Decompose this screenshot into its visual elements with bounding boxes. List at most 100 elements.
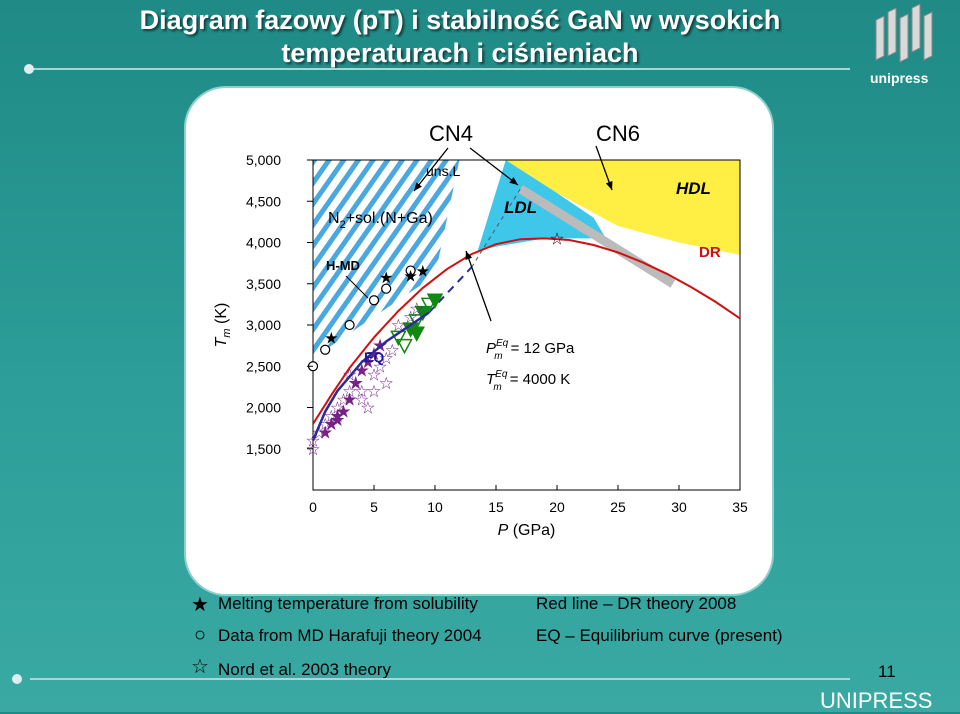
purple-star-point: ★ [323,414,339,434]
pm-eq-annotation: PEq m = 12 GPa [486,338,575,362]
green-triangle-point [420,297,438,313]
open-circle-point [320,344,331,355]
open-star-point: ☆ [360,399,375,418]
top-divider [30,68,850,70]
open-star-icon: ☆ [191,656,209,678]
purple-star-point: ★ [329,406,345,426]
open-star-point: ☆ [372,357,387,376]
open-star-point: ☆ [409,300,424,319]
y-tick-label: 3,000 [246,317,281,333]
filled-star-point: ★ [403,269,417,286]
open-star-point: ☆ [379,349,394,368]
green-triangle-point [390,330,407,346]
filled-star-point: ★ [416,264,430,281]
open-star-point: ☆ [379,374,394,393]
y-tick-label: 5,000 [246,152,281,168]
cn4-arrow-head [414,182,422,191]
open-circle-point [368,295,380,306]
h-md-label: H-MD [326,258,360,273]
cn6-arrow-head [605,181,613,190]
chart-panel: ★ ★ ★ ★ ★ ★ ★ ★ ★ ★ ★ ☆ ☆ ☆ ☆ ☆ ☆ ☆ ☆ ☆ ☆ ☆ ☆ ☆ ☆ ☆ ☆ ☆ ☆ ☆ ☆ ☆ ☆ ☆ ★ ★ ★ ★ 0 5… [186,88,772,594]
open-circle-point [344,319,355,331]
green-triangle-point [408,314,425,330]
x-tick-label: 15 [488,499,504,515]
open-star-point: ☆ [366,366,381,385]
logo-text: unipress [870,70,929,86]
purple-star-point: ★ [317,422,333,442]
open-star-point: ☆ [305,432,320,451]
y-tick-label: 2,000 [246,400,281,416]
x-tick-label: 5 [370,499,378,515]
purple-star-point: ★ [335,402,351,422]
y-tick-label: 2,500 [246,358,281,374]
purple-star-point: ★ [360,352,376,372]
x-tick-label: 35 [732,499,748,515]
open-star-point: ☆ [330,399,345,418]
x-axis-label: P (GPa) [498,522,556,539]
purple-star-point: ★ [342,389,358,409]
legend: ★ Melting temperature from solubility ○ … [186,588,836,680]
y-tick-label: 3,500 [246,276,281,292]
green-triangle-point [408,326,425,342]
green-triangle-point [396,338,413,355]
dr-label: DR [699,244,721,261]
open-circle-icon: ○ [193,624,207,646]
legend-item-nord: Nord et al. 2003 theory [218,660,391,679]
open-star-point: ☆ [354,390,369,409]
legend-item-solubility: Melting temperature from solubility [218,594,478,613]
open-star-point: ☆ [324,407,339,426]
footer-brand: UNIPRESS [820,688,933,713]
legend-item-red-line: Red line – DR theory 2008 [536,594,737,613]
x-tick-label: 0 [309,499,317,515]
hatched-region [313,160,460,358]
hdl-region [505,160,740,255]
filled-star-icon: ★ [191,594,209,616]
open-star-point: ☆ [549,229,564,248]
cn4-label: CN4 [429,121,473,146]
annotation-arrow [465,250,492,322]
open-star-point: ☆ [354,382,369,401]
cn4-cn6-boundary [518,185,676,288]
filled-star-point: ★ [379,270,393,287]
unipress-logo-icon [875,3,933,63]
eq-dashed-extension [428,266,473,314]
y-tick-label: 1,500 [246,441,281,457]
dr-theory-line [313,237,740,425]
open-star-point: ☆ [385,341,400,360]
x-tick-label: 25 [610,499,626,515]
tm-eq-annotation: TEq m = 4000 K [486,369,570,393]
x-tick-label: 10 [427,499,443,515]
hdl-label: HDL [676,179,711,198]
annotation-arrow-head [465,251,473,260]
open-circle-point [405,265,416,276]
bottom-divider [30,678,850,680]
cn4-arrow [413,147,449,192]
open-star-point: ☆ [348,374,363,393]
n2-solid-label: N2+sol.(N+Ga) [328,210,433,231]
purple-star-point: ★ [329,410,345,430]
phase-diagram-chart: ★★★★★★★★★★★☆☆☆☆☆☆☆☆☆☆☆☆☆☆☆☆☆☆☆☆☆☆☆★ ★★★0 5… [213,121,748,539]
divider-dot [24,64,34,74]
purple-star-point: ★ [348,373,364,393]
cn4-arrow-ldl [469,147,519,186]
y-tick-label: 4,500 [246,193,281,209]
open-star-point: ☆ [342,382,357,401]
legend-item-md-harafuji: Data from MD Harafuji theory 2004 [218,626,482,645]
uns-l-label: uns.L [426,163,460,179]
filled-star-point: ★ [324,330,338,347]
legend-item-eq: EQ – Equilibrium curve (present) [536,626,783,645]
page-number: 11 [878,662,896,681]
divider-dot [12,674,22,684]
y-tick-label: 4,000 [246,235,281,251]
slide-title: Diagram fazowy (pT) i stabilność GaN w w… [139,5,781,68]
open-circle-point [381,283,392,294]
open-star-point: ☆ [366,382,381,401]
eq-curve-line [311,311,430,441]
h-md-pointer [345,275,369,299]
x-tick-label: 30 [671,499,687,515]
x-tick-label: 20 [549,499,565,515]
y-axis-label: Tm (K) [213,303,233,348]
open-star-point: ☆ [336,390,351,409]
ldl-label: LDL [504,198,537,217]
eq-label: EQ [364,349,384,365]
